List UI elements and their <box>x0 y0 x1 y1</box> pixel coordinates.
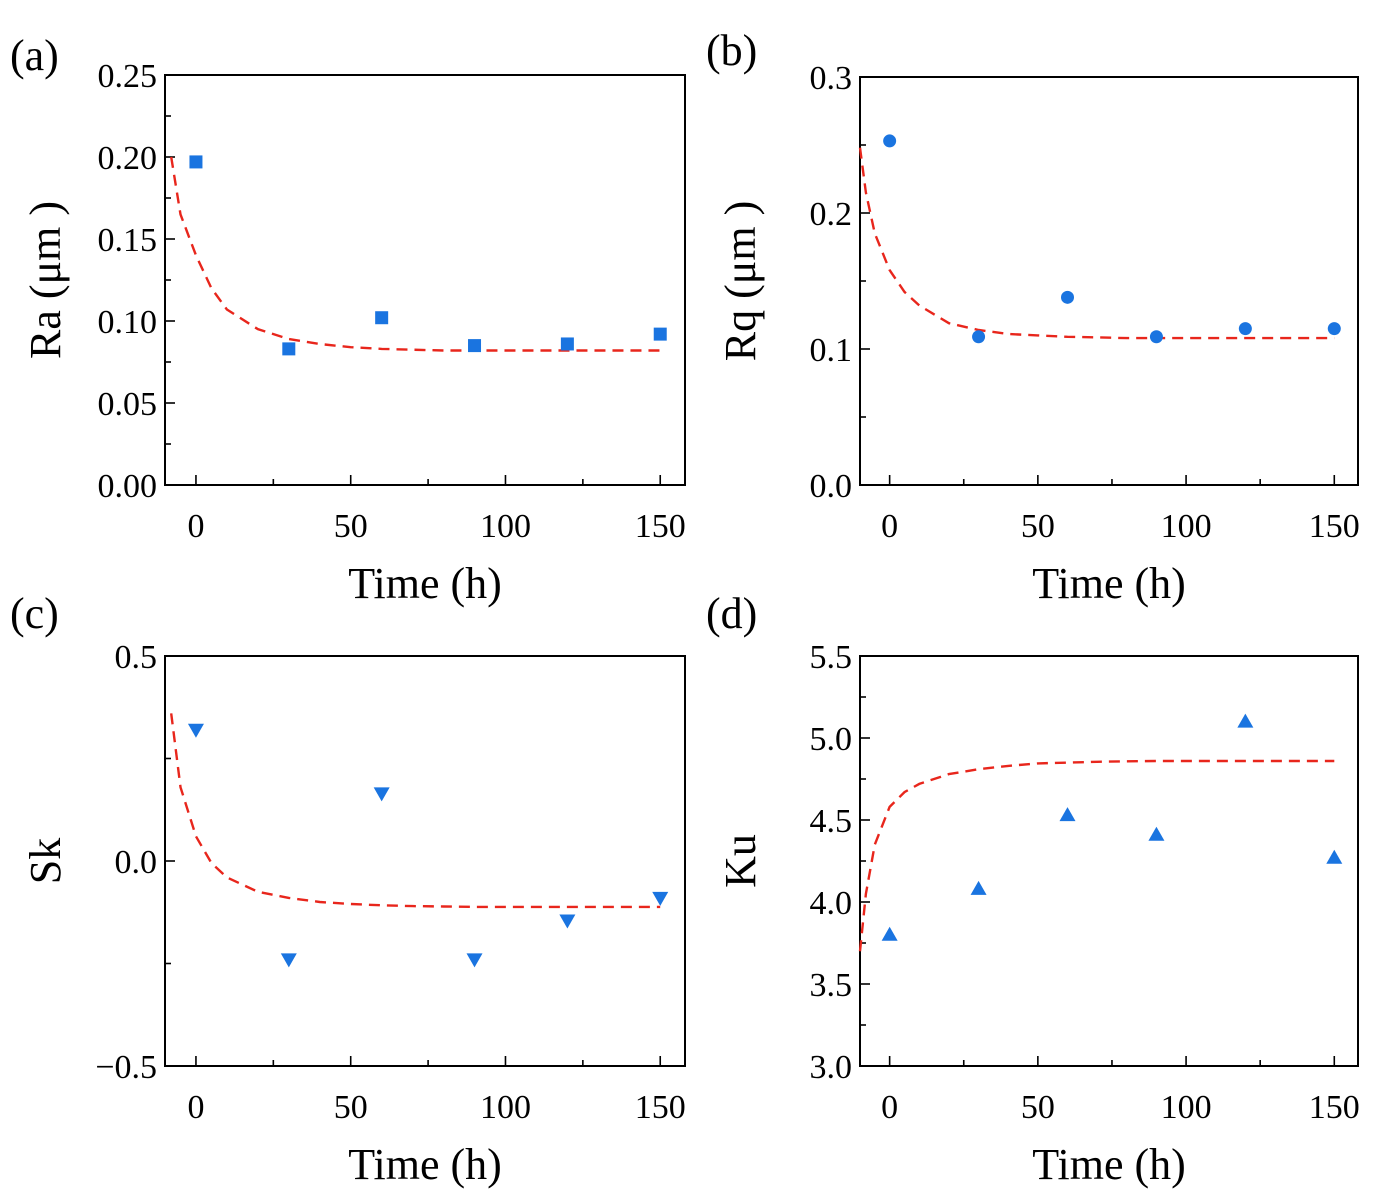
x-tick-label-b: 50 <box>1021 508 1055 545</box>
x-tick-label-a: 150 <box>635 508 686 545</box>
data-point-b <box>1327 322 1341 336</box>
data-point-b <box>1238 322 1252 336</box>
y-tick-label-d: 5.5 <box>810 639 853 676</box>
y-tick-label-a: 0.20 <box>98 140 158 177</box>
panel-label-d: (d) <box>706 589 757 638</box>
y-tick-label-a: 0.00 <box>98 468 158 505</box>
panel-c: (c) 0 50 100 150 −0.5 0.0 0.5 Time (h) Sk <box>10 589 686 1189</box>
data-point-b <box>1149 330 1163 344</box>
x-tick-label-b: 0 <box>881 508 898 545</box>
y-axis-title-c: Sk <box>21 838 70 884</box>
x-tick-label-d: 0 <box>881 1089 898 1126</box>
data-point-a <box>653 327 667 341</box>
y-tick-label-c: 0.0 <box>115 844 158 881</box>
data-point-b <box>972 330 986 344</box>
y-tick-label-d: 4.0 <box>810 885 853 922</box>
y-tick-label-a: 0.25 <box>98 58 158 95</box>
data-point-d <box>1148 826 1165 841</box>
y-axis-title-a: Ra (μm ) <box>21 201 70 359</box>
x-tick-label-c: 50 <box>334 1089 368 1126</box>
y-tick-label-b: 0.0 <box>810 468 853 505</box>
data-point-a <box>468 339 482 353</box>
data-point-d <box>1059 807 1076 822</box>
y-tick-label-c: −0.5 <box>95 1049 157 1086</box>
y-tick-label-a: 0.15 <box>98 222 158 259</box>
x-tick-label-a: 0 <box>187 508 204 545</box>
x-tick-label-a: 50 <box>334 508 368 545</box>
plot-frame-c <box>164 655 686 1067</box>
y-tick-label-a: 0.10 <box>98 304 158 341</box>
y-tick-label-b: 0.3 <box>810 60 853 97</box>
data-point-a <box>282 342 296 356</box>
panel-b: (b) 0 50 100 150 0.0 0.1 0.2 0.3 Time (h) Rq (μm … <box>706 26 1360 608</box>
data-point-d <box>1237 713 1254 728</box>
panel-label-c: (c) <box>10 589 59 638</box>
panel-label-a: (a) <box>10 31 59 80</box>
x-tick-label-d: 100 <box>1161 1089 1212 1126</box>
x-tick-label-a: 100 <box>480 508 531 545</box>
x-tick-label-c: 0 <box>187 1089 204 1126</box>
x-axis-title-a: Time (h) <box>348 559 502 608</box>
y-tick-label-d: 3.0 <box>810 1049 853 1086</box>
panel-label-b: (b) <box>706 26 757 75</box>
y-tick-label-d: 5.0 <box>810 721 853 758</box>
x-tick-label-c: 100 <box>480 1089 531 1126</box>
panel-d: (d) 0 50 100 150 3.0 3.5 4.0 4.5 5.0 5.5 Time (h) K… <box>706 589 1360 1189</box>
data-point-a <box>560 337 574 351</box>
y-tick-label-c: 0.5 <box>115 639 158 676</box>
panel-a: (a) 0 50 100 150 0.00 0.05 0.10 0.15 0.20 0.25 Tim… <box>10 31 686 608</box>
data-point-d <box>881 926 898 941</box>
x-tick-label-b: 100 <box>1161 508 1212 545</box>
data-point-b <box>1061 290 1074 304</box>
x-axis-title-d: Time (h) <box>1032 1140 1186 1189</box>
data-point-a <box>375 311 389 325</box>
fit-curve-d <box>858 759 1335 952</box>
y-tick-label-a: 0.05 <box>98 386 158 423</box>
data-point-c <box>280 953 297 968</box>
data-point-b <box>883 134 897 148</box>
data-point-d <box>970 880 987 895</box>
x-tick-label-d: 50 <box>1021 1089 1055 1126</box>
fit-curve-a <box>170 156 661 352</box>
data-point-c <box>373 787 390 802</box>
plot-frame-a <box>164 74 686 486</box>
y-axis-title-b: Rq (μm ) <box>716 201 765 361</box>
x-tick-label-d: 150 <box>1309 1089 1360 1126</box>
data-point-c <box>559 914 576 929</box>
plot-frame-b <box>859 76 1359 486</box>
fit-curve-b <box>858 147 1335 340</box>
x-axis-title-c: Time (h) <box>348 1140 502 1189</box>
data-point-d <box>1326 849 1343 864</box>
x-tick-label-c: 150 <box>635 1089 686 1126</box>
data-point-a <box>189 155 203 169</box>
y-tick-label-b: 0.1 <box>810 332 853 369</box>
data-point-c <box>466 953 483 968</box>
y-tick-label-b: 0.2 <box>810 196 853 233</box>
x-axis-title-b: Time (h) <box>1032 559 1186 608</box>
y-tick-label-d: 3.5 <box>810 967 853 1004</box>
y-axis-title-d: Ku <box>716 834 765 888</box>
y-tick-label-d: 4.5 <box>810 803 853 840</box>
x-tick-label-b: 150 <box>1309 508 1360 545</box>
data-point-c <box>187 723 204 738</box>
fit-curve-c <box>170 713 661 909</box>
data-point-c <box>652 891 669 906</box>
plot-frame-d <box>859 655 1359 1067</box>
